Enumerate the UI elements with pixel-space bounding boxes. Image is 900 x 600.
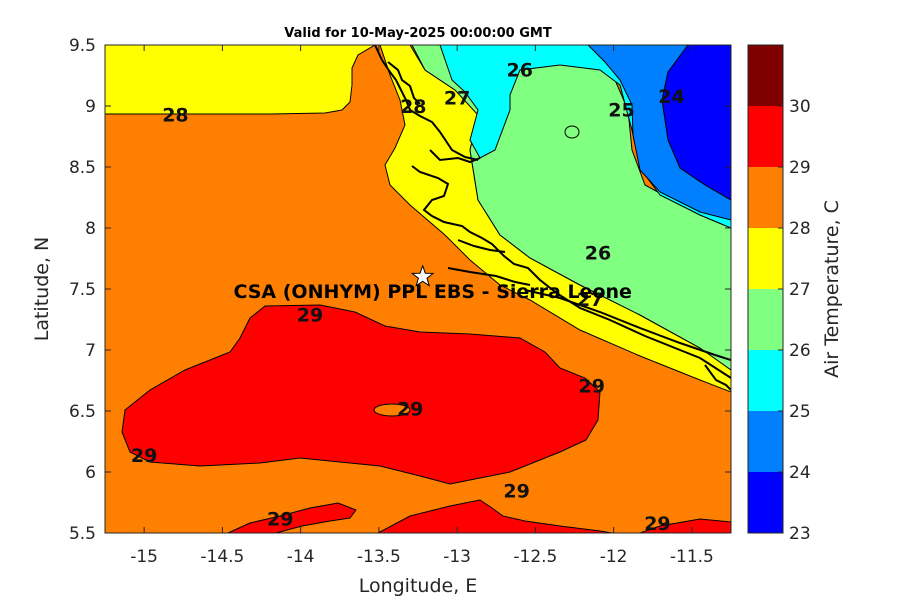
colorbar-swatch — [748, 411, 783, 472]
contour-label: 29 — [297, 305, 323, 327]
contour-label: 29 — [397, 399, 423, 421]
contour-label: 25 — [608, 100, 634, 122]
band-28-hole — [373, 403, 411, 417]
colorbar-swatch — [748, 228, 783, 289]
y-tick-label: 9 — [85, 97, 96, 117]
contour-label: 29 — [131, 445, 157, 467]
colorbar-tick-label: 25 — [789, 402, 811, 422]
colorbar-swatch — [748, 106, 783, 167]
site-label: CSA (ONHYM) PPL EBS - Sierra Leone — [233, 281, 631, 303]
coastline — [374, 45, 731, 391]
map-title: Valid for 10-May-2025 00:00:00 GMT — [284, 26, 552, 41]
band-29-south-west — [227, 502, 357, 533]
x-tick-label: -11.5 — [670, 547, 714, 567]
y-tick-label: 7.5 — [69, 280, 96, 300]
colorbar-swatch — [748, 472, 783, 533]
contour-label: 27 — [577, 289, 603, 311]
band-28-upper-left — [105, 45, 376, 115]
colorbar-tick-label: 26 — [789, 341, 811, 361]
site-marker — [410, 264, 435, 287]
colorbar-tick-label: 24 — [789, 463, 811, 483]
colorbar-swatch — [748, 45, 783, 106]
colorbar: 23 24 25 26 27 28 29 30 — [747, 44, 811, 544]
x-tick-label: -14.5 — [200, 547, 244, 567]
site-star-icon — [410, 264, 435, 287]
y-axis-label: Latitude, N — [31, 237, 53, 342]
contour-label: 27 — [444, 87, 470, 109]
colorbar-tick-label: 30 — [789, 97, 811, 117]
contour-label: 24 — [658, 86, 684, 108]
contour-label: 29 — [644, 513, 670, 535]
band-29-main — [121, 304, 601, 485]
colorbar-tick-label: 27 — [789, 280, 811, 300]
contour-label: 29 — [503, 480, 529, 502]
colorbar-swatch — [748, 167, 783, 228]
x-tick-label: -13 — [443, 547, 471, 567]
band-26-islet — [564, 125, 580, 139]
colorbar-tick-label: 29 — [789, 158, 811, 178]
x-tick-label: -12.5 — [513, 547, 557, 567]
y-tick-label: 9.5 — [69, 36, 96, 56]
colorbar-swatch — [748, 350, 783, 411]
colorbar-swatch — [748, 289, 783, 350]
band-23 — [661, 45, 731, 201]
x-tick-label: -13.5 — [357, 547, 401, 567]
colorbar-tick-label: 23 — [789, 524, 811, 544]
contour-label: 29 — [578, 375, 604, 397]
map-plot-area: 28 26 27 28 25 24 26 27 29 29 29 29 29 29 29 CSA (ONHY… — [105, 45, 731, 535]
colorbar-tick-label: 28 — [789, 219, 811, 239]
y-axis: 5.5 6 6.5 7 7.5 8 8.5 9 9.5 — [69, 36, 731, 544]
contour-label: 28 — [162, 105, 188, 127]
x-axis: -15 -14.5 -14 -13.5 -13 -12.5 -12 -11.5 — [130, 45, 714, 567]
y-tick-label: 8 — [85, 219, 96, 239]
x-axis-label: Longitude, E — [359, 575, 478, 597]
contour-label: 26 — [506, 59, 532, 81]
contour-label: 29 — [267, 508, 293, 530]
colorbar-label: Air Temperature, C — [821, 200, 843, 378]
contour-labels: 28 26 27 28 25 24 26 27 29 29 29 29 29 29 29 — [131, 59, 685, 535]
band-29-south-east — [639, 518, 731, 533]
x-tick-label: -15 — [130, 547, 158, 567]
y-tick-label: 7 — [85, 341, 96, 361]
contour-label: 26 — [585, 242, 611, 264]
y-tick-label: 6 — [85, 463, 96, 483]
contour-label: 28 — [400, 96, 426, 118]
y-tick-label: 6.5 — [69, 402, 96, 422]
y-tick-label: 5.5 — [69, 524, 96, 544]
y-tick-label: 8.5 — [69, 158, 96, 178]
band-29-south-central — [377, 499, 613, 533]
x-tick-label: -14 — [287, 547, 315, 567]
x-tick-label: -12 — [600, 547, 628, 567]
